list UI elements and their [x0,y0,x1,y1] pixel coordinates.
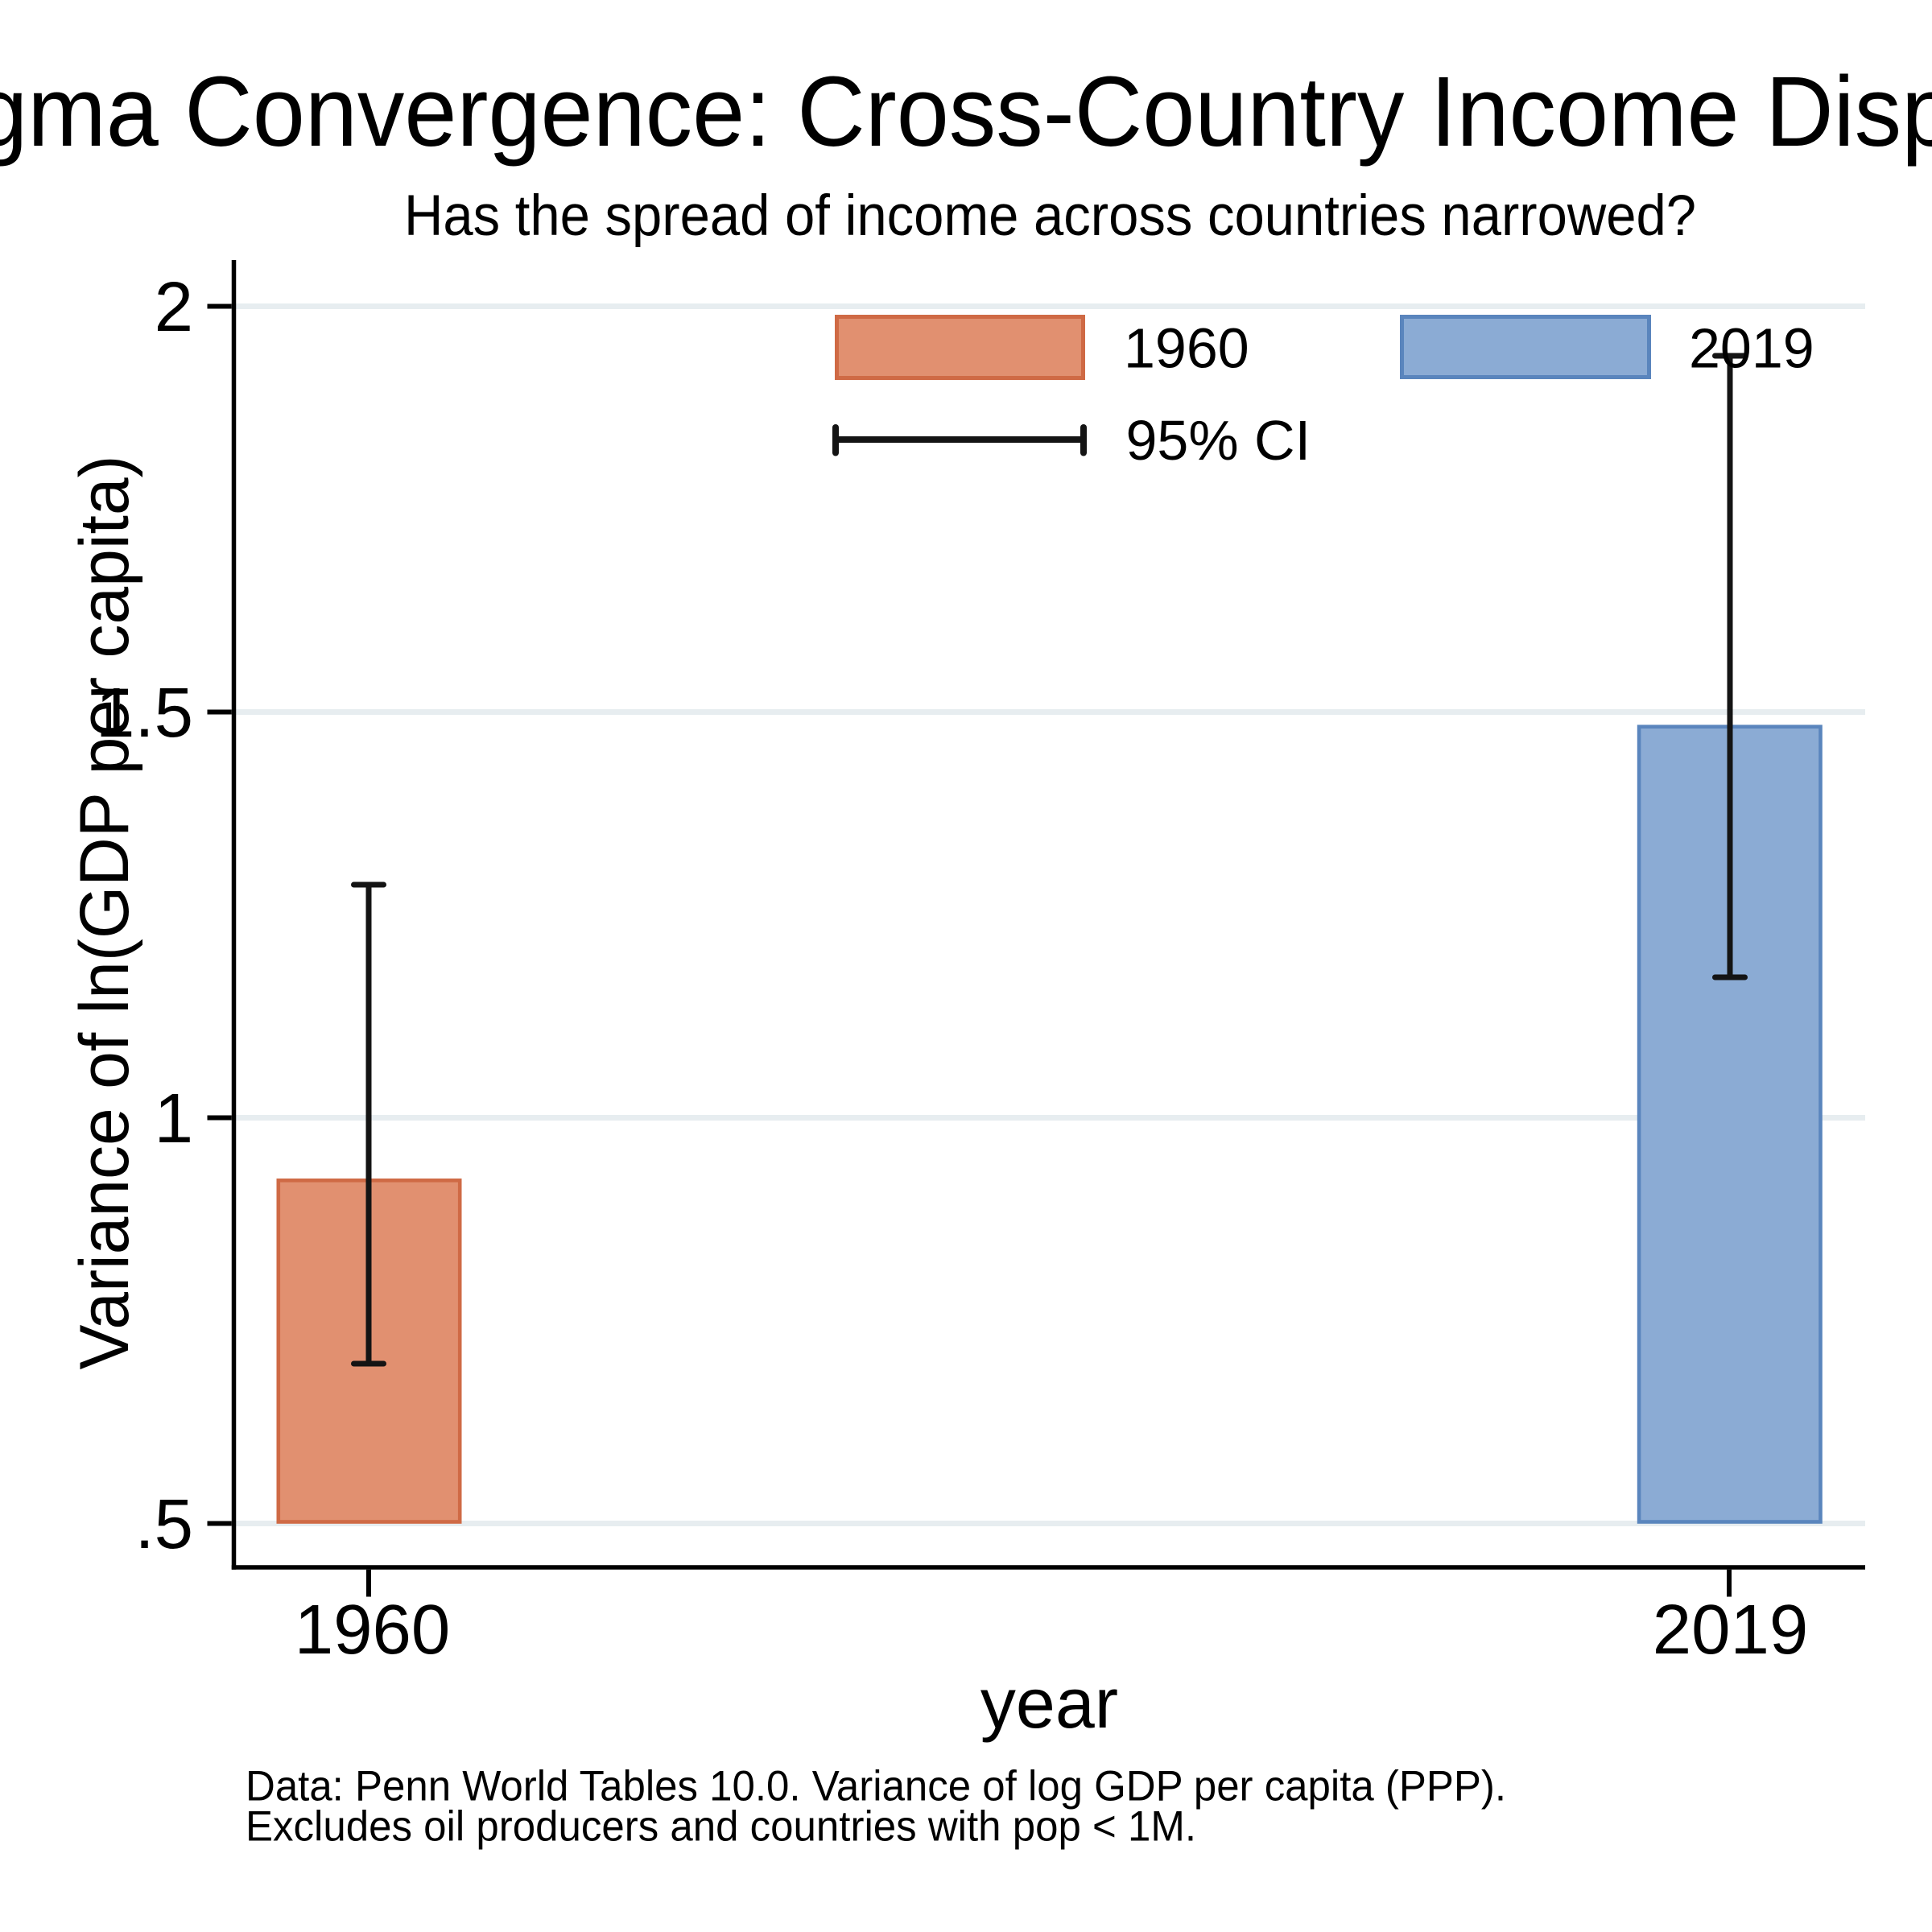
svg-text:.5: .5 [134,1485,193,1563]
svg-text:Has the spread of income acros: Has the spread of income across countrie… [404,184,1696,248]
svg-text:2019: 2019 [1653,1591,1809,1669]
svg-text:Sigma Convergence: Cross-Count: Sigma Convergence: Cross-Country Income … [0,57,1932,167]
svg-text:Variance of ln(GDP per capita): Variance of ln(GDP per capita) [66,456,143,1370]
svg-text:1960: 1960 [295,1591,451,1669]
svg-text:Excludes oil producers and cou: Excludes oil producers and countries wit… [246,1803,1196,1851]
svg-text:Data: Penn World Tables 10.0.: Data: Penn World Tables 10.0. Variance o… [246,1762,1506,1810]
svg-text:1.5: 1.5 [96,674,193,752]
svg-text:2: 2 [155,268,193,346]
svg-text:1960: 1960 [1124,317,1249,380]
svg-text:2019: 2019 [1689,317,1814,380]
svg-text:year: year [980,1663,1118,1743]
svg-text:95% CI: 95% CI [1126,409,1311,472]
svg-text:1: 1 [155,1080,193,1158]
